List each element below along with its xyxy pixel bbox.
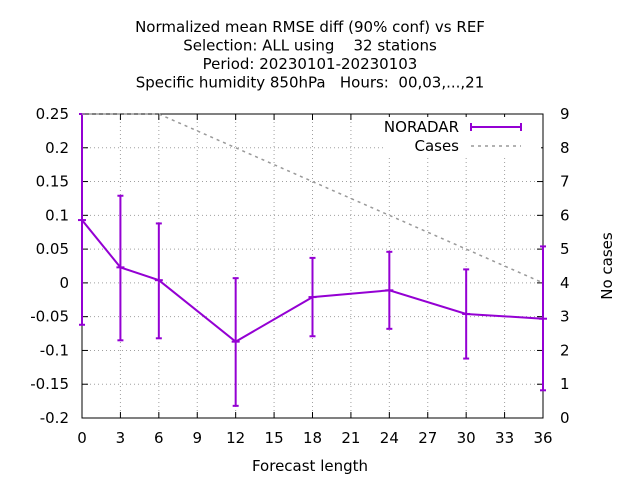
legend-background <box>383 117 541 157</box>
y2-tick-label: 6 <box>560 206 570 224</box>
x-tick-label: 9 <box>192 429 202 447</box>
legend-label: Cases <box>414 137 459 155</box>
y2-tick-label: 2 <box>560 341 570 359</box>
legend-label: NORADAR <box>384 118 459 136</box>
x-tick-label: 3 <box>116 429 126 447</box>
y-tick-label: 0.2 <box>45 139 69 157</box>
y-tick-label: 0 <box>59 274 69 292</box>
y-tick-label: -0.2 <box>40 409 69 427</box>
y2-tick-label: 4 <box>560 274 570 292</box>
y2-tick-label: 1 <box>560 375 570 393</box>
y-tick-label: -0.1 <box>40 341 69 359</box>
title-line: Selection: ALL using 32 stations <box>183 37 437 55</box>
title-line: Normalized mean RMSE diff (90% conf) vs … <box>135 18 485 36</box>
title-line: Period: 20230101-20230103 <box>203 55 418 73</box>
series <box>78 113 547 407</box>
x-tick-label: 36 <box>533 429 552 447</box>
y2-tick-label: 7 <box>560 173 570 191</box>
chart-title: Normalized mean RMSE diff (90% conf) vs … <box>135 18 485 92</box>
x-tick-label: 0 <box>77 429 87 447</box>
y-tick-label: 0.1 <box>45 206 69 224</box>
y2-tick-label: 5 <box>560 240 570 258</box>
series-line-noradar <box>81 219 544 343</box>
title-line: Specific humidity 850hPa Hours: 00,03,..… <box>136 74 485 92</box>
y-tick-label: -0.05 <box>30 308 69 326</box>
y2-tick-label: 9 <box>560 105 570 123</box>
y-tick-label: 0.05 <box>36 240 69 258</box>
y-tick-label: 0.25 <box>36 105 69 123</box>
y-tick-label: -0.15 <box>30 375 69 393</box>
x-axis-label: Forecast length <box>252 457 368 475</box>
x-tick-label: 24 <box>380 429 399 447</box>
x-tick-label: 33 <box>495 429 514 447</box>
tick-labels: 0 3 6 9 12 15 18 21 24 27 30 33 36-0.2-0.15-0.1-0.05… <box>30 105 569 447</box>
y2-axis-label: No cases <box>598 232 616 300</box>
x-tick-label: 15 <box>265 429 284 447</box>
y2-tick-label: 3 <box>560 308 570 326</box>
x-tick-label: 27 <box>418 429 437 447</box>
y2-tick-label: 8 <box>560 139 570 157</box>
x-tick-label: 6 <box>154 429 164 447</box>
x-tick-label: 30 <box>457 429 476 447</box>
y-tick-label: 0.15 <box>36 173 69 191</box>
x-tick-label: 12 <box>226 429 245 447</box>
x-tick-label: 18 <box>303 429 322 447</box>
y2-tick-label: 0 <box>560 409 570 427</box>
x-tick-label: 21 <box>341 429 360 447</box>
